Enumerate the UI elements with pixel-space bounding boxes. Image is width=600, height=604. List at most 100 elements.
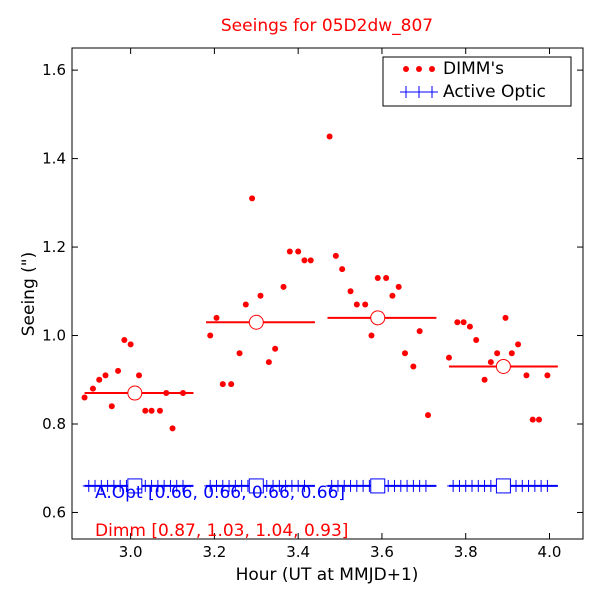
aopt-mean-marker — [495, 478, 511, 494]
dimm-point — [142, 407, 149, 414]
x-tick-label: 3.6 — [370, 543, 394, 561]
aopt-mean-marker — [127, 478, 143, 494]
dimm-point — [374, 275, 381, 282]
legend-aopt-plus — [426, 86, 438, 98]
dimm-point — [347, 288, 354, 295]
dimm-point — [454, 319, 461, 326]
dimm-point — [136, 372, 143, 379]
x-tick-label: 4.0 — [538, 543, 562, 561]
dimm-point — [156, 407, 163, 414]
aopt-mean-marker — [248, 478, 264, 494]
dimm-point — [481, 376, 488, 383]
aopt-mean-marker — [370, 478, 386, 494]
dimm-mean-marker — [495, 358, 511, 374]
legend-dimm-dot — [429, 66, 435, 72]
dimm-mean-marker — [248, 314, 264, 330]
y-tick-label: 1.0 — [42, 327, 66, 345]
dimm-point — [529, 416, 536, 423]
axis-ticks: 3.0 3.2 3.4 3.6 3.8 4.0 0.6 0.8 1.0 1.2 1.4 1.6 — [42, 48, 583, 561]
dimm-point — [362, 301, 369, 308]
dimm-point — [228, 381, 235, 388]
legend-aopt-label: Active Optic — [443, 82, 546, 102]
dimm-mean-marker — [370, 310, 386, 326]
dimm-point — [163, 390, 170, 397]
dimm-point — [265, 359, 272, 366]
dimm-point — [96, 376, 103, 383]
dimm-mean-marker — [127, 385, 143, 401]
legend-aopt-plus — [413, 86, 425, 98]
dimm-point — [502, 314, 509, 321]
legend-box — [382, 56, 572, 107]
dimm-point — [148, 407, 155, 414]
dimm-point — [236, 350, 243, 357]
dimm-annotation: Dimm [0.87, 1.03, 1.04, 0.93] — [95, 521, 348, 541]
legend-aopt-marker — [400, 86, 438, 98]
dimm-point — [494, 350, 501, 357]
dimm-point — [508, 350, 515, 357]
dimm-point — [339, 266, 346, 273]
y-tick-label: 1.6 — [42, 61, 66, 79]
dimm-point — [219, 381, 226, 388]
dimm-point — [487, 359, 494, 366]
y-tick-label: 0.6 — [42, 503, 66, 521]
plot-frame — [71, 47, 584, 540]
dimm-point — [307, 257, 314, 264]
dimm-point — [127, 341, 134, 348]
chart-title: Seeings for 05D2dw_807 — [221, 16, 433, 36]
y-tick-label: 1.2 — [42, 238, 66, 256]
x-tick-label: 3.4 — [286, 543, 310, 561]
dimm-point — [445, 354, 452, 361]
dimm-point — [389, 292, 396, 299]
dimm-point — [121, 336, 128, 343]
dimm-point — [536, 416, 543, 423]
dimm-point — [425, 412, 432, 419]
dimm-point — [102, 372, 109, 379]
legend-dimm-dot — [416, 66, 422, 72]
dimm-point — [395, 283, 402, 290]
legend-dimm-dot — [403, 66, 409, 72]
dimm-point — [179, 390, 186, 397]
legend-dimm-marker — [403, 66, 435, 72]
dimm-point — [286, 248, 293, 255]
dimm-point — [544, 372, 551, 379]
dimm-point — [523, 372, 530, 379]
dimm-point — [383, 275, 390, 282]
plot-area — [81, 133, 558, 494]
dimm-point — [81, 394, 88, 401]
dimm-point — [410, 363, 417, 370]
dimm-point — [272, 345, 279, 352]
dimm-point — [169, 425, 176, 432]
x-tick-label: 3.0 — [119, 543, 143, 561]
dimm-point — [416, 328, 423, 335]
dimm-point — [460, 319, 467, 326]
dimm-point — [473, 336, 480, 343]
dimm-point — [213, 314, 220, 321]
dimm-point — [326, 133, 333, 140]
dimm-point — [280, 283, 287, 290]
legend: DIMM's Active Optic — [382, 56, 572, 107]
dimm-point — [89, 385, 96, 392]
dimm-point — [401, 350, 408, 357]
legend-aopt-plus — [400, 86, 412, 98]
y-tick-label: 1.4 — [42, 150, 66, 168]
dimm-point — [242, 301, 249, 308]
legend-dimm-label: DIMM's — [443, 59, 504, 79]
dimm-point — [115, 367, 122, 374]
aopt-annotation: A.Opt [0.66, 0.66, 0.66, 0.66] — [95, 483, 345, 503]
y-tick-label: 0.8 — [42, 415, 66, 433]
dimm-point — [257, 292, 264, 299]
dimm-point — [332, 252, 339, 259]
dimm-point — [301, 257, 308, 264]
y-axis-label: Seeing (") — [19, 252, 39, 337]
dimm-point — [249, 195, 256, 202]
x-tick-label: 3.2 — [202, 543, 226, 561]
dimm-point — [207, 332, 214, 339]
dimm-point — [368, 332, 375, 339]
x-axis-label: Hour (UT at MMJD+1) — [236, 565, 419, 585]
dimm-point — [353, 301, 360, 308]
dimm-point — [108, 403, 115, 410]
x-tick-label: 3.8 — [454, 543, 478, 561]
dimm-point — [515, 341, 522, 348]
